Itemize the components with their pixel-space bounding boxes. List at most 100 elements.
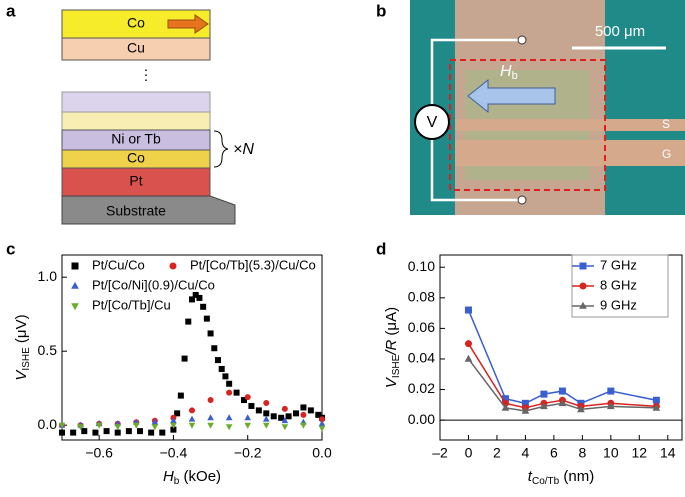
marker xyxy=(300,411,307,418)
plot-frame xyxy=(439,254,683,441)
layer xyxy=(61,91,211,113)
marker xyxy=(215,357,221,364)
layer-label: Pt xyxy=(129,173,142,189)
x-tick-label: –2 xyxy=(432,445,448,461)
ground-line xyxy=(455,140,685,166)
marker xyxy=(95,422,103,429)
marker xyxy=(77,424,84,431)
panel-label: c xyxy=(6,239,15,258)
field-region xyxy=(449,59,606,191)
legend-label: Pt/[Co/Ni](0.9)/Cu/Co xyxy=(92,277,215,292)
layer-label: Substrate xyxy=(106,203,166,219)
substrate xyxy=(61,195,236,225)
x-tick-label: 2 xyxy=(493,445,501,461)
y-tick-label: 1.0 xyxy=(38,268,58,284)
legend-label: 8 GHz xyxy=(600,277,637,292)
marker xyxy=(170,426,177,433)
marker xyxy=(464,340,472,348)
layer xyxy=(61,37,211,61)
ellipsis: ⋮ xyxy=(139,67,153,83)
y-tick-label: 0.10 xyxy=(408,258,435,274)
layer-label: Co xyxy=(127,150,145,166)
legend-label: Pt/Cu/Co xyxy=(92,257,145,272)
field-label: Hb xyxy=(500,63,518,82)
y-tick-label: 0.00 xyxy=(408,411,435,427)
marker xyxy=(189,407,195,414)
marker xyxy=(92,429,99,436)
marker xyxy=(558,399,567,407)
marker xyxy=(181,355,188,362)
marker xyxy=(263,410,270,417)
marker xyxy=(81,428,88,435)
marker xyxy=(225,424,233,431)
marker xyxy=(464,354,473,362)
y-tick-label: 0.08 xyxy=(408,289,435,305)
marker xyxy=(244,414,252,421)
axis-label: VISHE/R (μA) xyxy=(383,307,402,388)
layer-label: Cu xyxy=(127,40,145,56)
marker xyxy=(188,422,196,429)
x-tick-label: 0 xyxy=(465,445,473,461)
marker xyxy=(226,389,233,396)
marker xyxy=(233,389,240,396)
layer-label: Co xyxy=(127,15,145,31)
marker xyxy=(196,294,203,301)
axis-label-part: (kOe) xyxy=(179,468,221,485)
field-label-main: H xyxy=(500,63,512,80)
marker xyxy=(203,315,210,322)
marker xyxy=(148,429,155,436)
marker xyxy=(464,306,472,314)
marker xyxy=(521,406,530,414)
marker xyxy=(281,417,289,424)
marker xyxy=(125,428,132,435)
marker xyxy=(319,416,325,423)
axis-label-part: (μA) xyxy=(383,307,400,340)
legend-label: 7 GHz xyxy=(600,257,637,272)
marker xyxy=(652,403,661,411)
marker xyxy=(540,402,548,410)
marker xyxy=(501,403,510,411)
marker xyxy=(103,428,110,435)
marker xyxy=(244,394,251,401)
panel-label: a xyxy=(6,1,16,20)
marker xyxy=(300,404,307,411)
marker xyxy=(315,411,322,418)
scale-label: 500 μm xyxy=(595,23,645,40)
plot-frame xyxy=(61,254,323,441)
legend-label: Pt/[Co/Tb]/Cu xyxy=(92,297,171,312)
legend-marker xyxy=(579,301,587,309)
line-label: G xyxy=(662,147,671,161)
axis-label: VISHE (μV) xyxy=(13,314,32,380)
marker xyxy=(218,365,225,372)
marker xyxy=(70,429,77,436)
field-arrow xyxy=(467,78,556,114)
field-label-sub: b xyxy=(512,70,518,82)
y-tick-label: 0.06 xyxy=(408,319,435,335)
legend-marker xyxy=(169,262,177,270)
y-tick-label: 0.02 xyxy=(408,380,435,396)
marker xyxy=(263,400,270,406)
axis-label-part: ISHE xyxy=(21,347,32,371)
wire xyxy=(430,38,520,202)
marker xyxy=(255,407,262,414)
x-tick-label: 14 xyxy=(660,445,676,461)
repeat-label: ×N xyxy=(233,141,254,158)
marker xyxy=(606,402,615,410)
marker xyxy=(300,422,307,429)
marker xyxy=(241,397,247,404)
x-tick-label: 10 xyxy=(603,445,619,461)
brace xyxy=(213,130,229,168)
x-tick-label: 8 xyxy=(578,445,586,461)
panel-label: d xyxy=(376,239,386,258)
marker xyxy=(59,429,65,436)
x-tick-label: 4 xyxy=(522,445,530,461)
marker xyxy=(177,392,184,399)
marker xyxy=(226,380,233,387)
x-tick-label: −0.2 xyxy=(234,445,262,461)
marker xyxy=(185,318,192,325)
axis-label-part: b xyxy=(174,476,180,487)
axis-label: tCo/Tb (nm) xyxy=(528,468,594,487)
marker xyxy=(577,405,585,413)
legend-marker xyxy=(71,281,79,289)
marker xyxy=(540,390,548,398)
